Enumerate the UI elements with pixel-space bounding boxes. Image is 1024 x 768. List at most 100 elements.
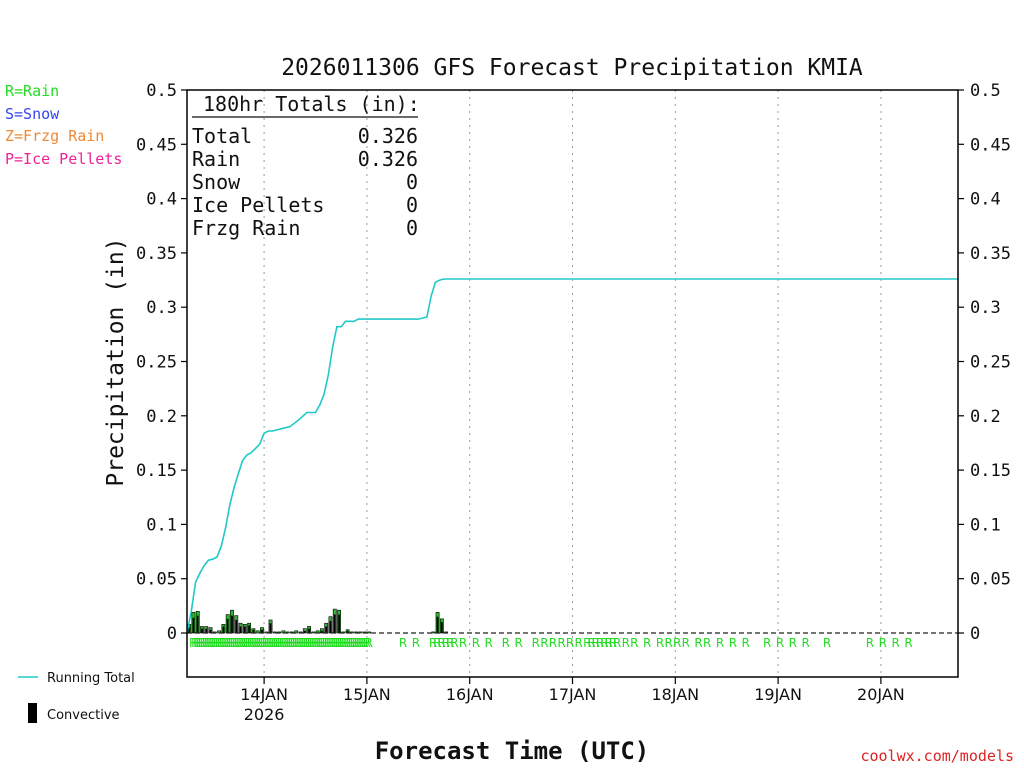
convective-bars [188,614,443,633]
type-marker-74: R [347,636,355,650]
type-marker-81: R [362,636,370,650]
y-tick-label-right-3: 0.15 [970,461,1011,481]
totals-heading: 180hr Totals (in): [203,92,420,116]
y-tick-label-left-0: 0 [167,624,177,644]
type-marker-28: R [249,636,257,650]
y-tick-label-left-5: 0.25 [136,353,177,373]
type-marker-62: R [322,636,330,650]
type-marker-112: R [643,636,651,650]
convective-bar-1 [192,617,195,633]
convective-bar-20 [329,621,332,633]
y-tick-label-right-10: 0.5 [970,81,1001,101]
type-marker-88: R [442,636,450,650]
type-marker-128: R [879,636,887,650]
convective-bar-25 [440,622,443,633]
x-tick-label-3: 17JAN [549,685,597,704]
type-marker-18: R [228,636,236,650]
type-marker-129: R [891,636,899,650]
convective-bar-8 [231,615,233,633]
x-tick-label-6: 20JAN [857,685,905,704]
convective-bar-19 [325,626,328,633]
type-marker-55: R [307,636,315,650]
legend-ice-pellets: P=Ice Pellets [5,150,122,168]
totals-box: 180hr Totals (in): Total 0.326 Rain 0.326 Sn… [192,92,420,240]
legend-rain: R=Rain [5,82,59,100]
convective-bar-23 [346,630,349,633]
legend-convective-swatch [28,703,37,723]
convective-bar-5 [209,629,212,633]
grid-lines [263,90,882,677]
type-marker-100: R [566,636,574,650]
type-markers: RRRRRRRRRRRRRRRRRRRRRRRRRRRRRRRRRRRRRRRR… [189,636,913,650]
type-marker-43: R [281,636,289,650]
type-marker-73: R [345,636,353,650]
y-tick-label-left-6: 0.3 [146,298,177,318]
type-marker-114: R [664,636,672,650]
type-marker-92: R [472,636,480,650]
y-tick-label-left-10: 0.5 [146,81,177,101]
type-marker-31: R [255,636,263,650]
totals-value-0: 0.326 [358,124,418,148]
x-tick-label-5: 19JAN [754,685,802,704]
type-marker-124: R [789,636,797,650]
type-marker-104: R [592,636,600,650]
type-marker-45: R [285,636,293,650]
legend-snow: S=Snow [5,105,60,123]
precip-bar-29 [311,631,316,634]
type-marker-39: R [273,636,281,650]
convective-bar-14 [261,629,263,633]
convective-bar-24 [436,616,439,633]
type-marker-69: R [337,636,345,650]
type-marker-127: R [866,636,874,650]
type-marker-19: R [230,636,238,650]
type-marker-12: R [215,636,223,650]
type-marker-51: R [298,636,306,650]
convective-bar-2 [196,615,199,633]
type-marker-89: R [446,636,454,650]
type-marker-95: R [515,636,523,650]
type-marker-1: R [191,636,199,650]
type-marker-71: R [341,636,349,650]
type-marker-36: R [266,636,274,650]
type-marker-79: R [358,636,366,650]
type-marker-21: R [234,636,242,650]
type-marker-80: R [360,636,368,650]
running-total-line [186,278,958,634]
type-marker-93: R [485,636,493,650]
type-marker-14: R [219,636,227,650]
y-tick-label-right-7: 0.35 [970,244,1011,264]
type-marker-125: R [802,636,810,650]
precip-bar-43 [431,631,436,634]
type-marker-116: R [682,636,690,650]
type-marker-78: R [356,636,364,650]
type-marker-58: R [313,636,321,650]
totals-value-3: 0 [406,193,418,217]
type-marker-68: R [335,636,343,650]
type-marker-126: R [823,636,831,650]
type-marker-72: R [343,636,351,650]
credit-link[interactable]: coolwx.com/models [860,747,1014,765]
type-marker-66: R [330,636,338,650]
type-marker-102: R [583,636,591,650]
totals-label-0: Total [192,124,252,148]
type-marker-61: R [320,636,328,650]
type-marker-99: R [557,636,565,650]
type-marker-96: R [532,636,540,650]
convective-bar-15 [269,623,272,633]
convective-bar-21 [333,614,336,633]
type-marker-40: R [275,636,283,650]
type-marker-9: R [208,636,216,650]
type-marker-87: R [437,636,445,650]
type-marker-106: R [600,636,608,650]
y-tick-label-left-7: 0.35 [136,244,177,264]
plot-frame [186,89,959,678]
y-axis-right-ticks: 0 0.05 0.1 0.15 0.2 0.25 0.3 0.35 0.4 0.45 0.5 [958,81,1011,644]
type-marker-121: R [742,636,750,650]
type-marker-76: R [352,636,360,650]
type-marker-47: R [290,636,298,650]
type-marker-35: R [264,636,272,650]
y-tick-label-left-8: 0.4 [146,190,177,210]
type-marker-91: R [459,636,467,650]
type-marker-98: R [549,636,557,650]
convective-bar-12 [248,625,250,633]
